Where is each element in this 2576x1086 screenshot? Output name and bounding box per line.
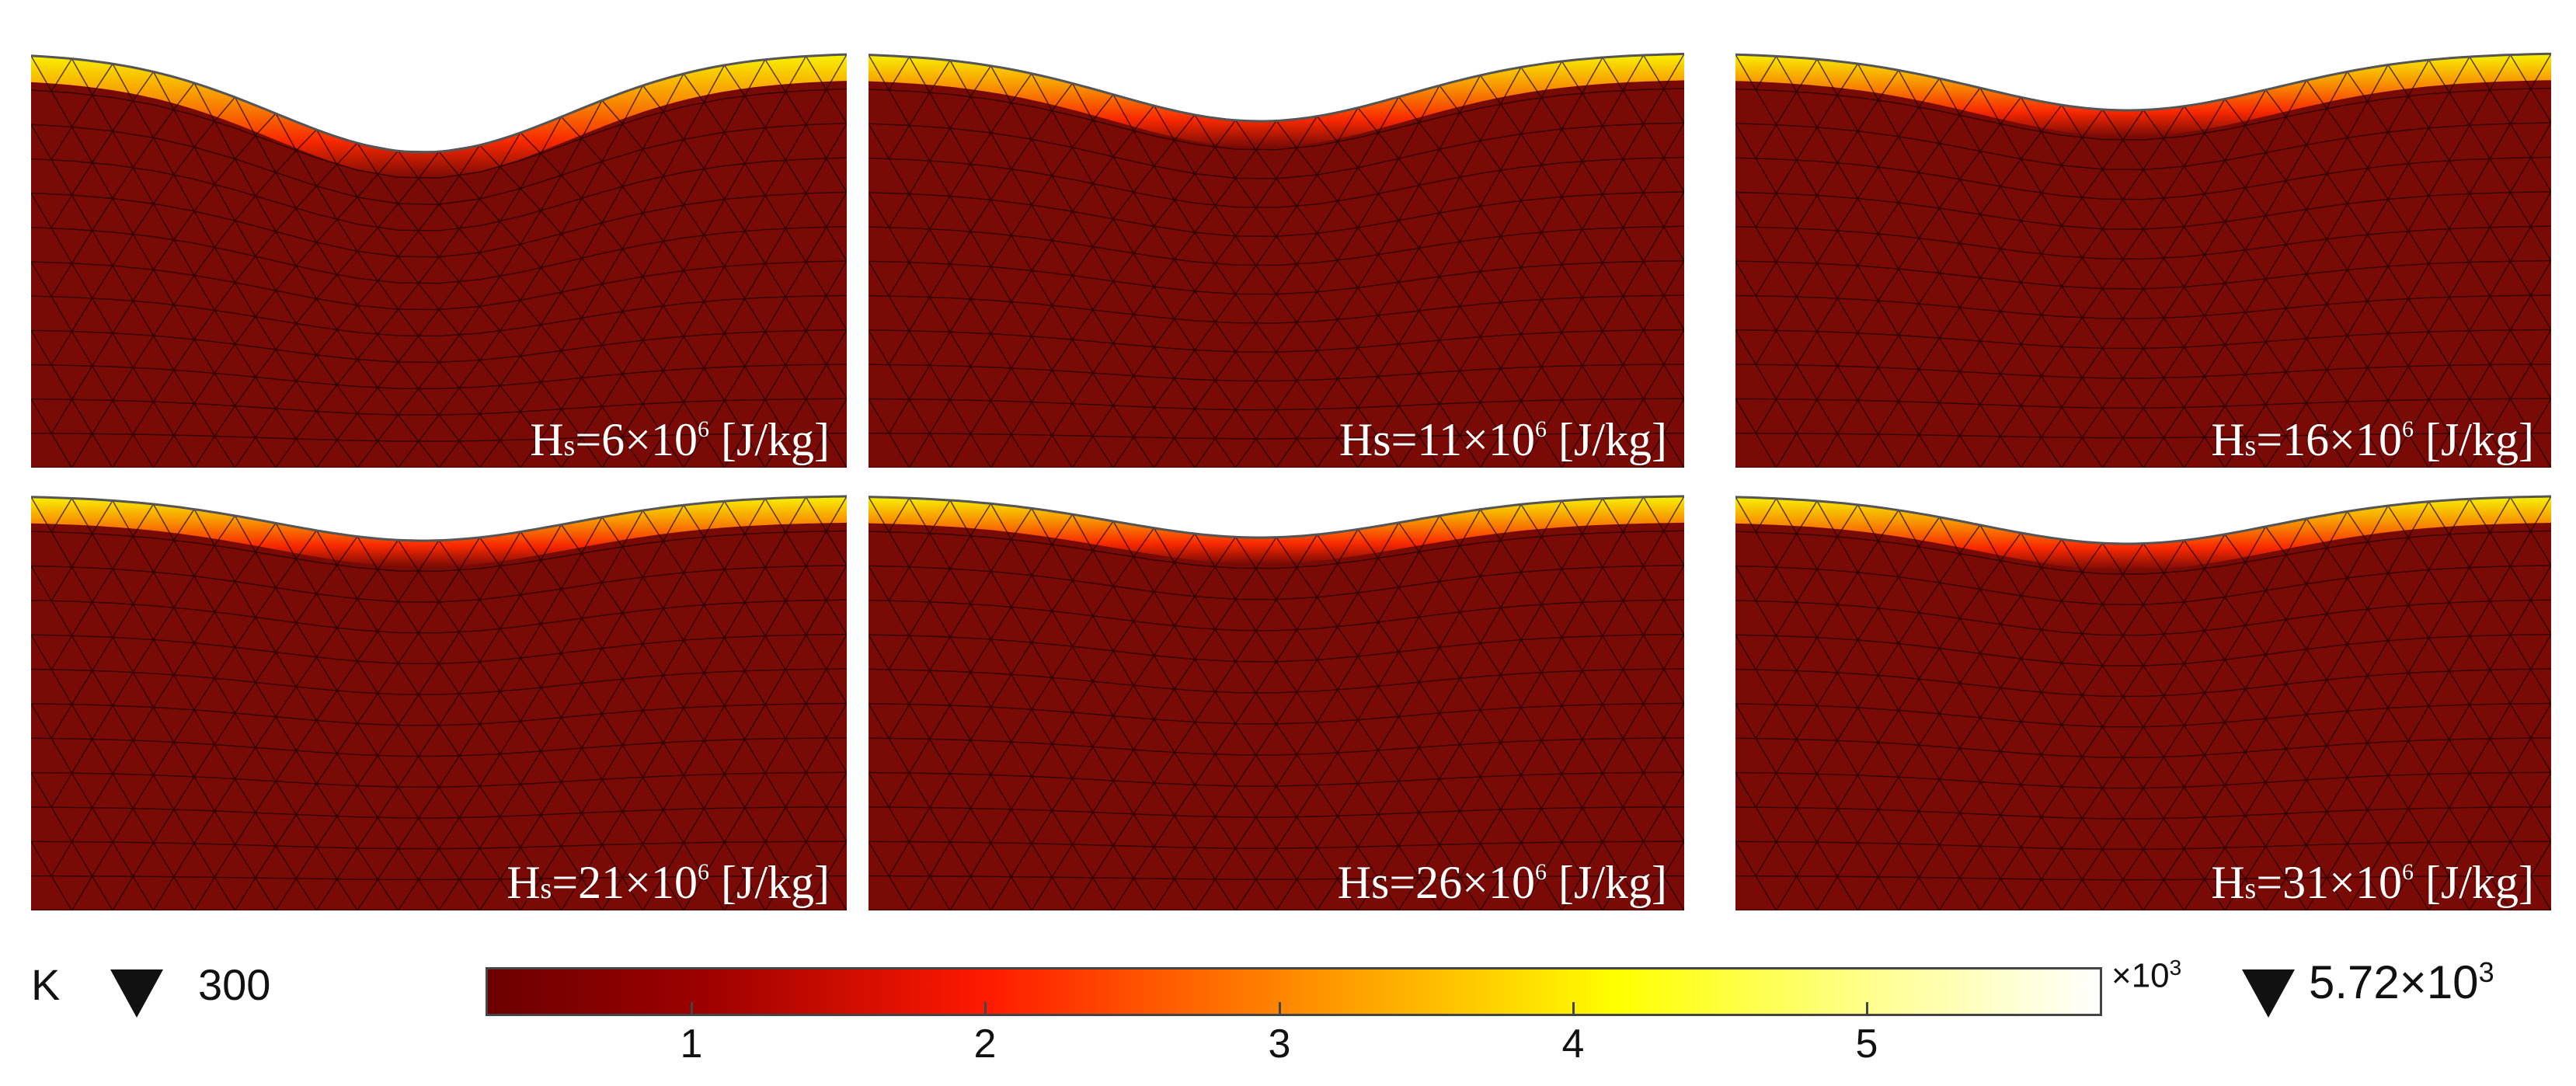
tick-5 xyxy=(1866,1002,1868,1015)
tick-2 xyxy=(984,1002,987,1015)
tick-label-1: 1 xyxy=(680,1022,703,1067)
tick-4 xyxy=(1572,1002,1575,1015)
panel-label: Hs=26×106 [J/kg] xyxy=(1337,857,1667,908)
tick-3 xyxy=(1279,1002,1281,1015)
tick-label-5: 5 xyxy=(1855,1022,1878,1067)
mesh-field xyxy=(31,53,847,468)
mesh-field xyxy=(1735,495,2551,910)
panel-hs-31: Hs=31×106 [J/kg] xyxy=(1735,489,2551,910)
panel-label: Hs=21×106 [J/kg] xyxy=(506,857,830,908)
tick-label-3: 3 xyxy=(1268,1022,1291,1067)
mesh-field xyxy=(1735,52,2551,468)
panel-label: Hs=6×106 [J/kg] xyxy=(530,414,830,465)
min-value-label: 300 xyxy=(198,960,271,1009)
panel-hs-6: Hs=6×106 [J/kg] xyxy=(31,47,847,468)
tick-label-2: 2 xyxy=(973,1022,997,1067)
panel-label: Hs=16×106 [J/kg] xyxy=(2211,414,2534,465)
panel-hs-11: Hs=11×106 [J/kg] xyxy=(869,47,1684,468)
panel-hs-26: Hs=26×106 [J/kg] xyxy=(869,489,1684,910)
panel-hs-21: Hs=21×106 [J/kg] xyxy=(31,489,847,910)
scale-factor-label: ×103 xyxy=(2111,955,2182,995)
panel-label: Hs=11×106 [J/kg] xyxy=(1338,414,1667,465)
mesh-field xyxy=(869,495,1684,910)
max-value-label: 5.72×103 xyxy=(2309,956,2494,1008)
panel-hs-16: Hs=16×106 [J/kg] xyxy=(1735,47,2551,468)
tick-label-4: 4 xyxy=(1561,1022,1585,1067)
mesh-field xyxy=(31,495,847,910)
panel-label: Hs=31×106 [J/kg] xyxy=(2211,857,2534,908)
mesh-field xyxy=(869,52,1684,468)
min-marker-icon xyxy=(110,969,163,1018)
colorbar xyxy=(486,967,2102,1016)
unit-label: K xyxy=(31,960,61,1009)
tick-1 xyxy=(691,1002,693,1015)
max-marker-icon xyxy=(2242,969,2295,1018)
